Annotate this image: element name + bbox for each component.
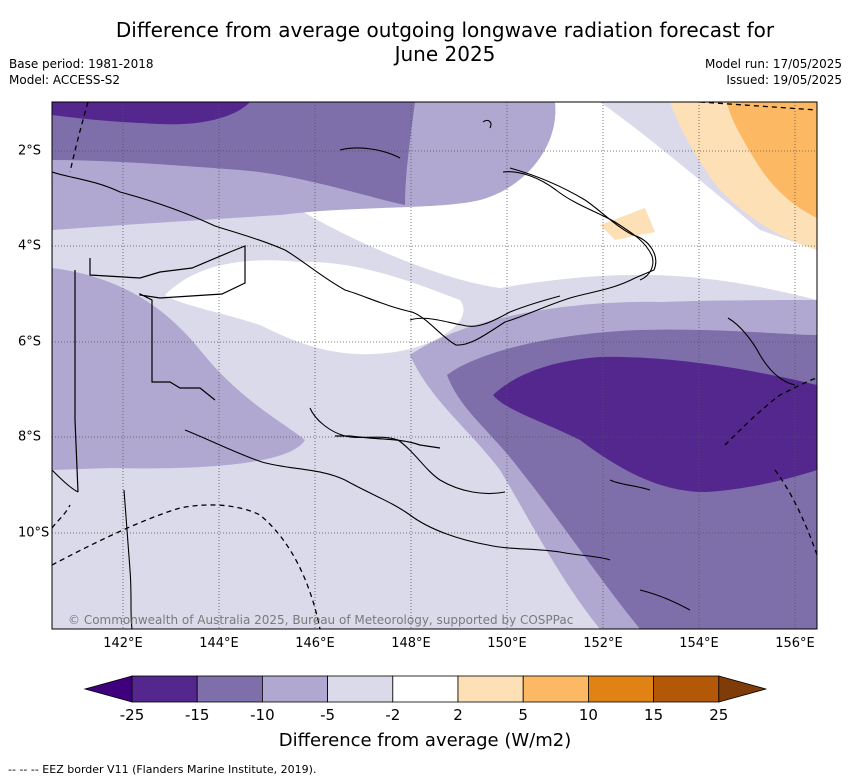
fill-minus10-west xyxy=(52,268,305,470)
base-period-text: Base period: 1981-2018 xyxy=(9,57,154,71)
x-tick-label: 156°E xyxy=(775,636,815,651)
fill-minus15-north xyxy=(52,102,415,205)
colorbar-tick-label: 10 xyxy=(578,706,598,724)
fill-minus25-north xyxy=(52,102,250,125)
colorbar-segment xyxy=(131,675,198,703)
y-tick-label: 2°S xyxy=(18,143,42,159)
png-border xyxy=(74,245,441,493)
fill-plus5-northeast xyxy=(727,102,817,218)
meta-left: Base period: 1981-2018 Model: ACCESS-S2 xyxy=(9,56,154,88)
colorbar-segment xyxy=(261,675,328,703)
colorbar-tick-label: 2 xyxy=(453,706,463,724)
map-frame xyxy=(51,101,818,630)
colorbar-segment xyxy=(653,675,720,703)
colorbar-segment xyxy=(588,675,655,703)
colorbar-over-arrow xyxy=(718,675,768,703)
eez-footnote: -- -- -- EEZ border V11 (Flanders Marine… xyxy=(8,763,317,776)
colorbar-tick-label: 5 xyxy=(518,706,528,724)
y-tick-label: 8°S xyxy=(18,429,42,445)
colorbar-segment xyxy=(327,675,394,703)
colorbar-segment xyxy=(392,675,459,703)
fill-plus2-patch xyxy=(600,208,655,240)
x-tick-label: 142°E xyxy=(103,636,143,651)
colorbar-tick-label: -5 xyxy=(320,706,336,724)
y-tick-label: 6°S xyxy=(18,334,42,350)
colorbar-segment xyxy=(196,675,263,703)
title-line-2: June 2025 xyxy=(394,42,496,66)
colorbar-under-arrow xyxy=(83,675,133,703)
coastlines xyxy=(52,119,796,629)
x-tick-label: 144°E xyxy=(199,636,239,651)
issued-text: Issued: 19/05/2025 xyxy=(726,73,842,87)
y-tick-label: 4°S xyxy=(18,238,42,254)
title-line-1: Difference from average outgoing longwav… xyxy=(115,18,775,42)
x-tick-label: 146°E xyxy=(295,636,335,651)
fill-neutral-center xyxy=(165,260,464,355)
model-text: Model: ACCESS-S2 xyxy=(9,73,121,87)
eez-borders xyxy=(52,102,817,629)
x-tick-label: 152°E xyxy=(583,636,623,651)
colorbar-tick-label: -15 xyxy=(184,706,210,724)
anomaly-fill-layer xyxy=(52,102,817,629)
y-tick-label: 10°S xyxy=(18,525,50,541)
x-tick-label: 154°E xyxy=(679,636,719,651)
map-title: Difference from average outgoing longwav… xyxy=(90,18,800,66)
x-tick-label: 150°E xyxy=(487,636,527,651)
fill-minus25-east xyxy=(493,356,817,492)
colorbar-tick-label: -10 xyxy=(250,706,275,724)
model-run-text: Model run: 17/05/2025 xyxy=(704,57,842,71)
graticule xyxy=(52,102,817,629)
colorbar-segment xyxy=(522,675,589,703)
colorbar-tick-label: -25 xyxy=(119,706,145,724)
colorbar-segment xyxy=(457,675,524,703)
copyright-notice: © Commonwealth of Australia 2025, Bureau… xyxy=(68,613,574,627)
meta-right: Model run: 17/05/2025 Issued: 19/05/2025 xyxy=(705,56,842,88)
colorbar-tick-label: 15 xyxy=(644,706,664,724)
colorbar-title: Difference from average (W/m2) xyxy=(278,730,572,751)
colorbar-tick-label: 25 xyxy=(709,706,729,724)
colorbar-tick-label: -2 xyxy=(385,706,401,724)
x-tick-label: 148°E xyxy=(391,636,431,651)
